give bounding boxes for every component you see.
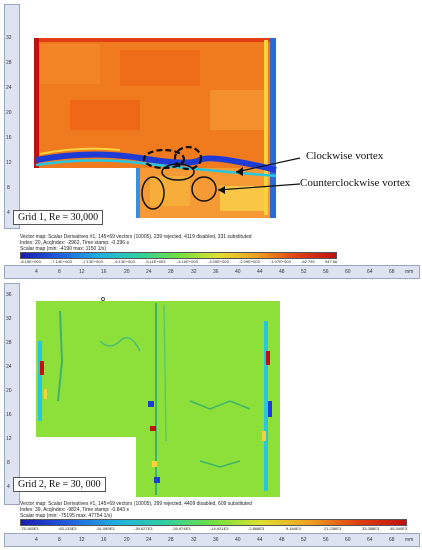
ruler-bottom: 4 8 12 16 20 24 28 32 36 40 44 48 52 56 … [4,265,420,279]
grid1-info-line1: Vector map: Scalar Derivatives #1, 145×6… [20,234,252,240]
grid1-caption: Grid 1, Re = 30,000 [13,210,104,225]
grid2-colorbar [20,519,407,526]
grid1-scalar-label: Scalar map (min: -4190 max: 1150 1/s) [20,246,107,252]
grid1-field [34,38,301,218]
grid1-info-line2: Index: 20, AcqIndex: -2962, Time stamp: … [20,240,129,246]
grid1-panel: 4 8 12 16 20 24 28 32 [4,4,420,279]
grid2-scalar-label: Scalar map (min: -75195 max: 47754 1/s) [20,513,112,519]
ruler-left-2: 4 8 12 16 20 24 28 32 36 [4,283,20,505]
grid2-caption: Grid 2, Re = 30, 000 [13,477,106,492]
annotation-clockwise-vortex: Clockwise vortex [306,150,384,162]
grid1-colorbar [20,252,337,259]
grid2-field [36,297,280,497]
grid2-info-line2: Index: 39, AcqIndex: -9824, Time stamp: … [20,507,129,513]
ruler-left: 4 8 12 16 20 24 28 32 [4,4,20,229]
grid2-panel: 4 8 12 16 20 24 28 32 36 [0,281,422,550]
ruler-bottom-2: 4 8 12 16 20 24 28 32 36 40 44 48 52 56 … [4,533,420,547]
annotation-counterclockwise-vortex: Counterclockwise vortex [300,177,411,189]
grid2-info-line1: Vector map: Scalar Derivatives #1, 145×6… [20,501,252,507]
